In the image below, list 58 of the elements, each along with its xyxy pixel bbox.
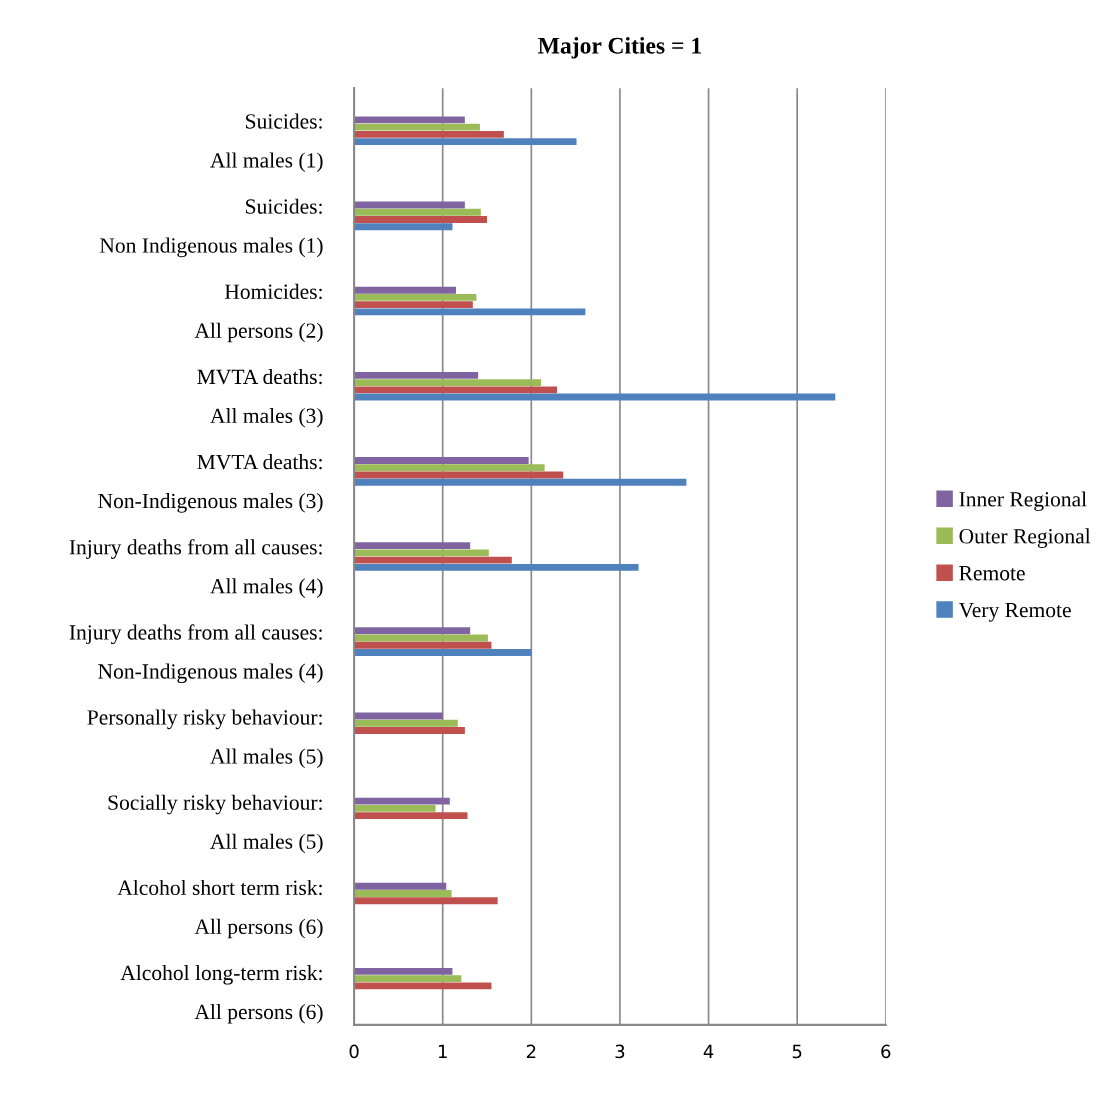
bar: [354, 464, 545, 472]
x-tick-label: 3: [615, 1044, 625, 1059]
bar: [354, 223, 453, 231]
bar: [354, 379, 542, 387]
bar: [354, 719, 458, 727]
bar: [354, 216, 488, 223]
bar: [354, 649, 532, 656]
bar: [354, 627, 471, 635]
y-tick-label: Homicides: All persons (2): [194, 283, 323, 343]
y-tick-label: Personally risky behaviour: All males (5): [87, 709, 323, 769]
bar: [354, 371, 479, 379]
bar: [354, 457, 529, 464]
chart-title: Major Cities = 1: [538, 37, 701, 59]
bar: [354, 556, 512, 564]
bar: [354, 882, 447, 890]
x-tick-label: 4: [703, 1044, 714, 1059]
bar: [354, 130, 504, 138]
y-tick-label: Injury deaths from all causes: Non-Indigenous males (4): [69, 624, 323, 684]
y-tick-label: Suicides: Non Indigenous males (1): [99, 198, 323, 258]
bar: [354, 478, 687, 486]
y-tick-label: Alcohol short term risk: All persons (6): [117, 879, 323, 939]
bar: [354, 812, 468, 820]
legend-label: Inner Regional: [959, 491, 1087, 511]
y-tick-label: MVTA deaths: Non-Indigenous males (3): [98, 454, 323, 513]
x-tick-label: 0: [349, 1044, 359, 1059]
bar: [354, 301, 473, 309]
y-tick-label: Injury deaths from all causes: All males (4): [69, 539, 323, 598]
bar: [354, 549, 489, 557]
x-tick-label: 5: [792, 1044, 802, 1059]
bar: [354, 542, 471, 550]
bar: [354, 797, 450, 805]
bar: [354, 804, 436, 812]
bar: [354, 286, 456, 294]
legend-label: Remote: [959, 566, 1025, 581]
bar: [354, 641, 492, 649]
bar: [354, 890, 452, 897]
bar: [354, 138, 577, 146]
bar: [354, 293, 477, 301]
x-tick-label: 2: [526, 1044, 536, 1059]
bar: [354, 967, 453, 975]
bar: [354, 982, 492, 990]
y-tick-label: Alcohol long-term risk: All persons (6): [120, 965, 323, 1024]
y-tick-label: Suicides: All males (1): [210, 113, 323, 172]
bar: [354, 208, 481, 216]
legend-label: Very Remote: [958, 603, 1071, 622]
bar: [354, 975, 462, 983]
legend-label: Outer Regional: [959, 528, 1091, 548]
bar: [354, 116, 465, 124]
bar: [354, 563, 639, 571]
bar: [354, 308, 586, 316]
x-tick-label: 6: [881, 1044, 891, 1059]
bar: [354, 897, 498, 905]
y-tick-label: Socially risky behaviour: All males (5): [108, 794, 323, 854]
bar: [354, 386, 558, 394]
y-tick-label: MVTA deaths: All males (3): [197, 368, 323, 428]
x-tick-label: 1: [438, 1044, 447, 1059]
bar: [354, 727, 465, 734]
bar: [354, 123, 480, 131]
